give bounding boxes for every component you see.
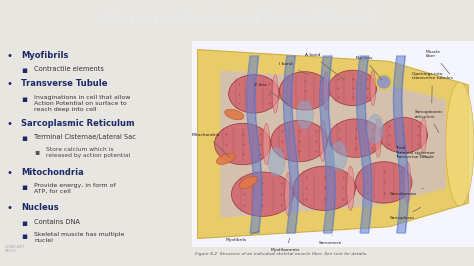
Text: A band: A band: [305, 53, 345, 80]
Ellipse shape: [367, 115, 384, 144]
Ellipse shape: [271, 120, 328, 162]
Text: Mitochondria: Mitochondria: [192, 133, 229, 157]
Polygon shape: [198, 49, 468, 239]
Text: Myofibrils: Myofibrils: [226, 231, 260, 242]
Text: Sarcolemma: Sarcolemma: [389, 188, 423, 196]
Text: I band: I band: [279, 62, 308, 75]
Text: Muscle
fiber: Muscle fiber: [426, 50, 450, 74]
Text: Sarcoplasmic Reticulum: Sarcoplasmic Reticulum: [21, 119, 135, 128]
Ellipse shape: [421, 118, 427, 153]
Ellipse shape: [376, 75, 392, 89]
Ellipse shape: [268, 147, 285, 177]
Text: •: •: [7, 119, 12, 129]
Text: Myofilaments: Myofilaments: [271, 238, 301, 252]
Ellipse shape: [285, 172, 292, 216]
Ellipse shape: [296, 100, 313, 129]
Text: ▪: ▪: [21, 66, 27, 75]
Text: Store calcium which is
released by action potential: Store calcium which is released by actio…: [46, 147, 130, 159]
Text: Nucleus: Nucleus: [356, 56, 382, 80]
Text: Transverse Tubule: Transverse Tubule: [21, 80, 108, 89]
Ellipse shape: [225, 109, 244, 120]
Text: Mitochondria: Mitochondria: [21, 168, 84, 177]
Text: Contractile elements: Contractile elements: [34, 66, 104, 72]
Text: Sarcoplasmic
reticulum: Sarcoplasmic reticulum: [415, 110, 443, 133]
Ellipse shape: [370, 70, 376, 106]
Ellipse shape: [347, 166, 354, 210]
Text: What is the Structure of Skeletal Muscle?: What is the Structure of Skeletal Muscle…: [100, 13, 374, 26]
Ellipse shape: [329, 119, 383, 157]
Ellipse shape: [329, 70, 377, 106]
Ellipse shape: [272, 75, 278, 113]
Ellipse shape: [263, 123, 270, 165]
Ellipse shape: [380, 118, 428, 153]
Text: Provide energy, in form of
ATP, for cell: Provide energy, in form of ATP, for cell: [34, 183, 116, 194]
Ellipse shape: [319, 120, 326, 162]
Ellipse shape: [231, 172, 293, 216]
Ellipse shape: [239, 176, 257, 189]
Text: •: •: [7, 203, 12, 214]
Text: ▪: ▪: [21, 95, 27, 104]
Text: ▪: ▪: [21, 219, 27, 228]
Text: ▪: ▪: [21, 232, 27, 241]
Ellipse shape: [356, 162, 412, 203]
Text: Terminal Cisternae/Lateral Sac: Terminal Cisternae/Lateral Sac: [34, 134, 136, 140]
Polygon shape: [220, 70, 446, 218]
Text: ▪: ▪: [21, 134, 27, 143]
Text: ▪: ▪: [21, 183, 27, 192]
Text: Skeletal muscle has multiple
nuclei: Skeletal muscle has multiple nuclei: [34, 232, 125, 243]
Text: SCARCAST
MUSIC: SCARCAST MUSIC: [4, 245, 25, 253]
Text: Myofibrils: Myofibrils: [21, 51, 68, 60]
Ellipse shape: [446, 82, 474, 206]
Ellipse shape: [375, 119, 381, 157]
Ellipse shape: [293, 166, 356, 210]
Ellipse shape: [323, 72, 329, 110]
Text: Figure 8.2  Structure of an individual skeletal muscle fiber. See text for detai: Figure 8.2 Structure of an individual sk…: [195, 252, 367, 256]
Ellipse shape: [228, 75, 279, 113]
Text: Nucleus: Nucleus: [21, 203, 59, 213]
Text: Triad
Terminal cisternae
Transverse tubule: Triad Terminal cisternae Transverse tubu…: [395, 146, 435, 160]
Text: •: •: [7, 80, 12, 89]
Text: Contains DNA: Contains DNA: [34, 219, 80, 225]
Text: Invaginations in cell that allow
Action Potential on surface to
reach deep into : Invaginations in cell that allow Action …: [34, 95, 131, 112]
Ellipse shape: [279, 72, 330, 110]
Ellipse shape: [215, 123, 271, 165]
Ellipse shape: [404, 162, 411, 203]
Ellipse shape: [330, 141, 347, 171]
Text: •: •: [7, 168, 12, 177]
Text: ▪: ▪: [34, 147, 39, 156]
Ellipse shape: [217, 153, 235, 164]
Text: Z disc: Z disc: [254, 83, 288, 104]
Text: Sarcoplasm: Sarcoplasm: [389, 207, 421, 220]
Text: Sarcomere: Sarcomere: [319, 235, 342, 245]
Text: •: •: [7, 51, 12, 61]
Text: Openings into
transverse tubules: Openings into transverse tubules: [412, 72, 453, 103]
FancyBboxPatch shape: [192, 41, 474, 247]
